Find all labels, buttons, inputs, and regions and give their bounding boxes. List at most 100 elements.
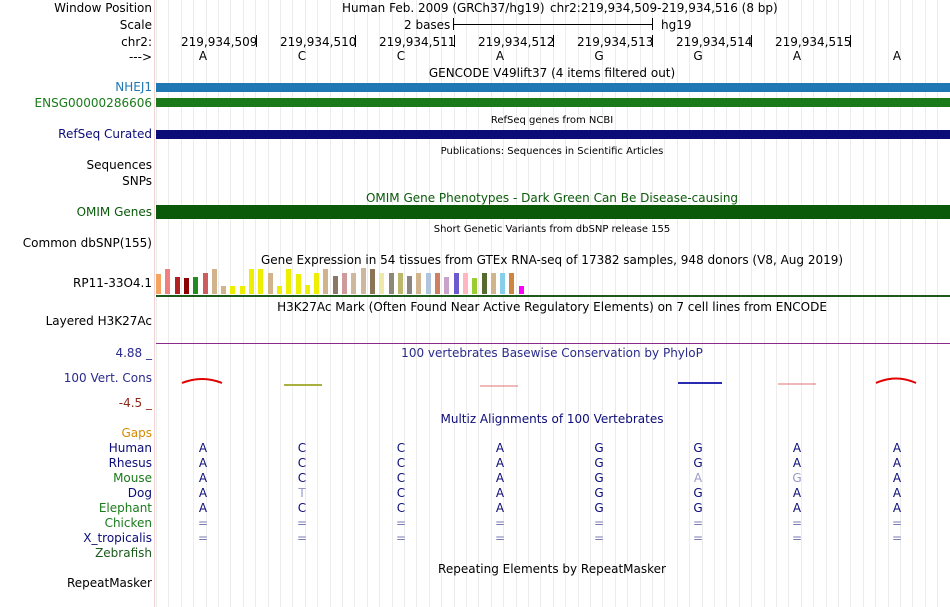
gtex-tissue-bar[interactable] bbox=[435, 273, 440, 294]
gtex-tissue-bar[interactable] bbox=[221, 286, 227, 294]
gtex-tissue-bar[interactable] bbox=[342, 273, 347, 294]
gtex-tissue-bar[interactable] bbox=[472, 278, 478, 294]
grid-line bbox=[863, 0, 864, 607]
label-refseq[interactable]: RefSeq Curated bbox=[58, 127, 152, 141]
grid-line bbox=[379, 0, 380, 607]
species-label[interactable]: X_tropicalis bbox=[83, 531, 152, 545]
gencode-title: GENCODE V49lift37 (4 items filtered out) bbox=[428, 66, 676, 80]
gtex-tissue-bar[interactable] bbox=[425, 273, 431, 294]
grid-line bbox=[615, 0, 616, 607]
gtex-tissue-bar[interactable] bbox=[295, 274, 301, 294]
gtex-tissue-bar[interactable] bbox=[351, 273, 357, 294]
sidebar-divider bbox=[154, 0, 155, 607]
gtex-tissue-bar[interactable] bbox=[314, 273, 320, 294]
gtex-tissue-bar[interactable] bbox=[360, 268, 366, 294]
gtex-tissue-bar[interactable] bbox=[453, 273, 459, 294]
label-sequences[interactable]: Sequences bbox=[86, 158, 152, 172]
label-chrom[interactable]: chr2: bbox=[121, 35, 152, 49]
gtex-tissue-bar[interactable] bbox=[286, 269, 292, 294]
gtex-tissue-bar[interactable] bbox=[230, 286, 236, 294]
label-scale[interactable]: Scale bbox=[119, 18, 152, 32]
gtex-tissue-bar[interactable] bbox=[202, 273, 208, 294]
alignment-base: C bbox=[396, 456, 406, 470]
gtex-tissue-bar[interactable] bbox=[267, 273, 273, 294]
refseq-gene-bar[interactable] bbox=[156, 130, 950, 139]
gtex-tissue-bar[interactable] bbox=[500, 273, 506, 294]
ruler-tick bbox=[355, 35, 356, 47]
gtex-tissue-bar[interactable] bbox=[156, 274, 161, 294]
gtex-tissue-bar[interactable] bbox=[509, 273, 515, 294]
label-rp11[interactable]: RP11-33O4.1 bbox=[73, 276, 152, 290]
gtex-baseline bbox=[156, 295, 950, 297]
grid-line bbox=[788, 0, 789, 607]
label-dbsnp[interactable]: Common dbSNP(155) bbox=[22, 236, 152, 250]
gtex-tissue-bar[interactable] bbox=[462, 273, 468, 294]
label-repeatmasker[interactable]: RepeatMasker bbox=[66, 576, 152, 590]
gtex-tissue-bar[interactable] bbox=[304, 285, 310, 294]
nhej1-gene-bar[interactable] bbox=[156, 83, 950, 92]
ruler-coord: 219,934,515 bbox=[775, 35, 852, 49]
grid-line bbox=[255, 0, 256, 607]
label-ensg[interactable]: ENSG00000286606 bbox=[34, 96, 152, 110]
grid-line bbox=[937, 0, 938, 607]
gtex-tissue-bar[interactable] bbox=[490, 273, 496, 294]
gtex-tissue-bar[interactable] bbox=[183, 278, 189, 294]
grid-line bbox=[466, 0, 467, 607]
sequence-base: A bbox=[495, 49, 505, 63]
alignment-base: A bbox=[198, 486, 208, 500]
alignment-base: = bbox=[692, 516, 704, 530]
omim-gene-bar[interactable] bbox=[156, 205, 950, 219]
grid-line bbox=[826, 0, 827, 607]
gtex-tissue-bar[interactable] bbox=[193, 277, 199, 294]
sequence-base: A bbox=[792, 49, 802, 63]
gtex-tissue-bar[interactable] bbox=[444, 277, 450, 294]
grid-line bbox=[751, 0, 752, 607]
label-cons[interactable]: 100 Vert. Cons bbox=[63, 371, 152, 385]
gtex-tissue-bar[interactable] bbox=[481, 273, 487, 294]
species-label[interactable]: Elephant bbox=[98, 501, 152, 515]
label-nhej1[interactable]: NHEJ1 bbox=[115, 80, 152, 94]
gtex-tissue-bar[interactable] bbox=[407, 276, 413, 294]
gtex-tissue-bar[interactable] bbox=[379, 273, 385, 294]
gtex-tissue-bar[interactable] bbox=[239, 286, 245, 294]
gtex-tissue-bar[interactable] bbox=[323, 269, 329, 294]
gtex-tissue-bar[interactable] bbox=[388, 273, 394, 294]
alignment-base: A bbox=[198, 471, 208, 485]
multiz-title: Multiz Alignments of 100 Vertebrates bbox=[440, 412, 664, 426]
gtex-tissue-bar[interactable] bbox=[369, 269, 375, 294]
label-window-position[interactable]: Window Position bbox=[54, 1, 152, 15]
species-label[interactable]: Human bbox=[108, 441, 152, 455]
species-label[interactable]: Rhesus bbox=[108, 456, 152, 470]
grid-line bbox=[540, 0, 541, 607]
repeat-title: Repeating Elements by RepeatMasker bbox=[438, 562, 666, 576]
label-snps[interactable]: SNPs bbox=[122, 174, 152, 188]
gtex-tissue-bar[interactable] bbox=[332, 276, 338, 294]
gtex-tissue-bar[interactable] bbox=[276, 286, 282, 294]
alignment-base: = bbox=[494, 531, 506, 545]
phylop-title: 100 vertebrates Basewise Conservation by… bbox=[401, 346, 703, 360]
gtex-tissue-bar[interactable] bbox=[174, 277, 180, 294]
gtex-chart[interactable] bbox=[156, 268, 556, 294]
gtex-tissue-bar[interactable] bbox=[416, 273, 422, 294]
species-label[interactable]: Zebrafish bbox=[95, 546, 152, 560]
gtex-tissue-bar[interactable] bbox=[258, 269, 264, 294]
gtex-tissue-bar[interactable] bbox=[249, 269, 254, 294]
species-label[interactable]: Mouse bbox=[113, 471, 152, 485]
species-label[interactable]: Chicken bbox=[104, 516, 152, 530]
gtex-tissue-bar[interactable] bbox=[211, 269, 217, 294]
species-label[interactable]: Dog bbox=[127, 486, 152, 500]
gtex-tissue-bar[interactable] bbox=[165, 269, 171, 294]
ruler-tick bbox=[652, 35, 653, 47]
label-h3k27ac[interactable]: Layered H3K27Ac bbox=[45, 314, 152, 328]
gtex-tissue-bar[interactable] bbox=[397, 273, 403, 294]
label-omim[interactable]: OMIM Genes bbox=[76, 205, 152, 219]
grid-line bbox=[664, 0, 665, 607]
gtex-tissue-bar[interactable] bbox=[518, 286, 524, 294]
label-gaps[interactable]: Gaps bbox=[121, 426, 152, 440]
ensg-gene-bar[interactable] bbox=[156, 98, 950, 107]
phylop-plot[interactable] bbox=[156, 374, 950, 390]
alignment-base: A bbox=[892, 501, 902, 515]
label-strand[interactable]: ---> bbox=[128, 50, 152, 64]
sequence-base: A bbox=[198, 49, 208, 63]
grid-line bbox=[193, 0, 194, 607]
